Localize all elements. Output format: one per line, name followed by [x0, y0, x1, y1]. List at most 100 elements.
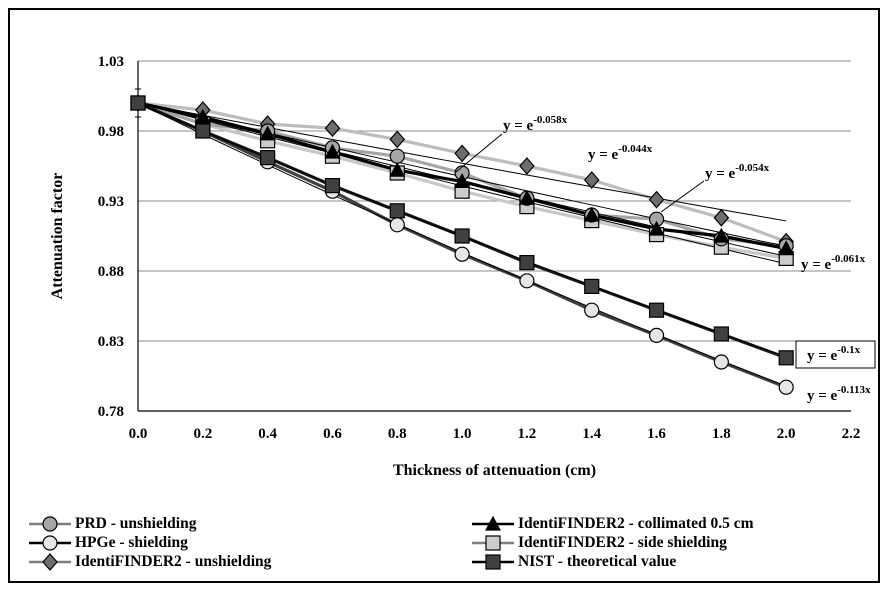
- fit-equation-base: y = e: [807, 348, 838, 364]
- legend-label: IdentiFINDER2 - unshielding: [75, 553, 272, 570]
- legend-marker: [29, 516, 71, 532]
- x-tick-label: 0.6: [323, 426, 342, 442]
- data-point: [324, 178, 341, 194]
- x-tick-label: 1.6: [647, 426, 666, 442]
- data-point: [260, 150, 276, 166]
- fit-equation-base: y = e: [807, 388, 838, 404]
- data-point: [389, 203, 405, 219]
- data-point: [648, 190, 665, 209]
- x-tick-label: 1.0: [453, 426, 472, 442]
- data-point: [519, 273, 535, 289]
- legend-label: PRD - unshielding: [75, 515, 197, 532]
- data-point: [584, 278, 600, 294]
- y-tick-label: 0.78: [98, 404, 124, 420]
- data-point: [778, 379, 794, 395]
- data-point: [583, 206, 600, 222]
- y-tick-label: 1.03: [98, 54, 124, 70]
- fit-equation: y = e-0.044x: [588, 143, 653, 163]
- fit-equation: y = e-0.061x: [801, 253, 866, 273]
- legend-marker: [472, 515, 514, 531]
- legend-symbol: [485, 554, 501, 570]
- data-point: [324, 119, 341, 138]
- fit-equation-exponent: -0.054x: [735, 162, 769, 174]
- data-point: [389, 217, 405, 233]
- data-point: [130, 95, 146, 111]
- chart-legend: PRD - unshielding HPGe - shielding Ident…: [27, 514, 867, 584]
- data-point: [454, 228, 470, 244]
- data-point: [584, 302, 600, 318]
- fit-equation-base: y = e: [588, 147, 619, 163]
- legend-marker: [472, 554, 514, 570]
- legend-item-prd-unshielding: PRD - unshielding: [27, 514, 196, 534]
- data-point: [454, 173, 471, 188]
- legend-marker: [29, 553, 71, 571]
- data-point: [778, 350, 794, 366]
- fit-equation: y = e-0.113x: [807, 384, 871, 404]
- data-point: [648, 302, 665, 318]
- y-tick-label: 0.88: [98, 264, 124, 280]
- data-point: [648, 220, 665, 236]
- x-tick-label: 0.8: [388, 426, 407, 442]
- data-point: [518, 189, 535, 205]
- x-axis-title: Thickness of attenuation (cm): [393, 462, 596, 479]
- legend-symbol: [42, 516, 58, 532]
- legend-label: IdentiFINDER2 - collimated 0.5 cm: [518, 515, 754, 532]
- fit-equation-base: y = e: [503, 118, 534, 134]
- legend-label: NIST - theoretical value: [518, 553, 677, 570]
- data-point: [713, 227, 730, 243]
- x-tick-label: 1.4: [582, 426, 601, 442]
- legend-item-identifinder2-unshielding: IdentiFINDER2 - unshielding: [27, 552, 271, 572]
- data-point: [389, 130, 406, 149]
- fit-trendline: [137, 102, 787, 222]
- data-point: [454, 246, 470, 262]
- legend-label: IdentiFINDER2 - side shielding: [518, 534, 727, 551]
- x-tick-label: 2.2: [842, 426, 861, 442]
- data-point: [195, 123, 211, 139]
- data-point: [648, 327, 665, 343]
- data-point: [194, 108, 211, 124]
- annotation-leader: [660, 180, 705, 213]
- legend-symbol: [484, 515, 502, 531]
- legend-marker: [29, 535, 71, 551]
- x-tick-label: 0.2: [193, 426, 212, 442]
- legend-symbol: [485, 535, 501, 551]
- y-tick-label: 0.93: [98, 194, 124, 210]
- fit-equation-exponent: -0.044x: [618, 143, 652, 155]
- data-point: [713, 326, 729, 342]
- y-tick-label: 0.98: [98, 124, 124, 140]
- fit-equation-base: y = e: [801, 257, 832, 273]
- annotation-leader: [455, 133, 503, 173]
- fit-equation-exponent: -0.061x: [831, 253, 865, 265]
- legend-item-hpge-shielding: HPGe - shielding: [27, 533, 188, 553]
- legend-marker: [472, 535, 514, 551]
- legend-item-identifinder2-collimated: IdentiFINDER2 - collimated 0.5 cm: [470, 514, 754, 534]
- x-tick-label: 0.4: [258, 426, 277, 442]
- data-point: [713, 354, 729, 370]
- data-point: [519, 157, 535, 175]
- legend-item-identifinder2-side-shielding: IdentiFINDER2 - side shielding: [470, 533, 727, 553]
- fit-equation-exponent: -0.1x: [837, 344, 860, 356]
- annotation-box: [795, 340, 876, 369]
- y-tick-label: 0.83: [98, 334, 124, 350]
- legend-symbol: [42, 553, 58, 571]
- data-point: [389, 148, 405, 164]
- fit-equation-exponent: -0.058x: [533, 114, 567, 126]
- fit-equation: y = e-0.1x: [807, 344, 861, 364]
- data-point: [454, 144, 470, 163]
- legend-label: HPGe - shielding: [75, 534, 188, 551]
- fit-equation: y = e-0.058x: [503, 114, 568, 134]
- x-tick-label: 0.0: [129, 426, 148, 442]
- data-point: [583, 171, 600, 189]
- x-tick-label: 1.8: [712, 426, 731, 442]
- data-point: [778, 240, 795, 256]
- fit-equation-exponent: -0.113x: [837, 384, 871, 396]
- x-tick-label: 2.0: [777, 426, 796, 442]
- legend-symbol: [42, 535, 58, 551]
- fit-equation: y = e-0.054x: [705, 162, 770, 182]
- fit-equation-base: y = e: [705, 166, 736, 182]
- data-point: [324, 143, 341, 159]
- data-point: [519, 255, 535, 271]
- data-point: [389, 161, 406, 177]
- data-point: [259, 125, 276, 141]
- legend-item-nist-theoretical: NIST - theoretical value: [470, 552, 676, 572]
